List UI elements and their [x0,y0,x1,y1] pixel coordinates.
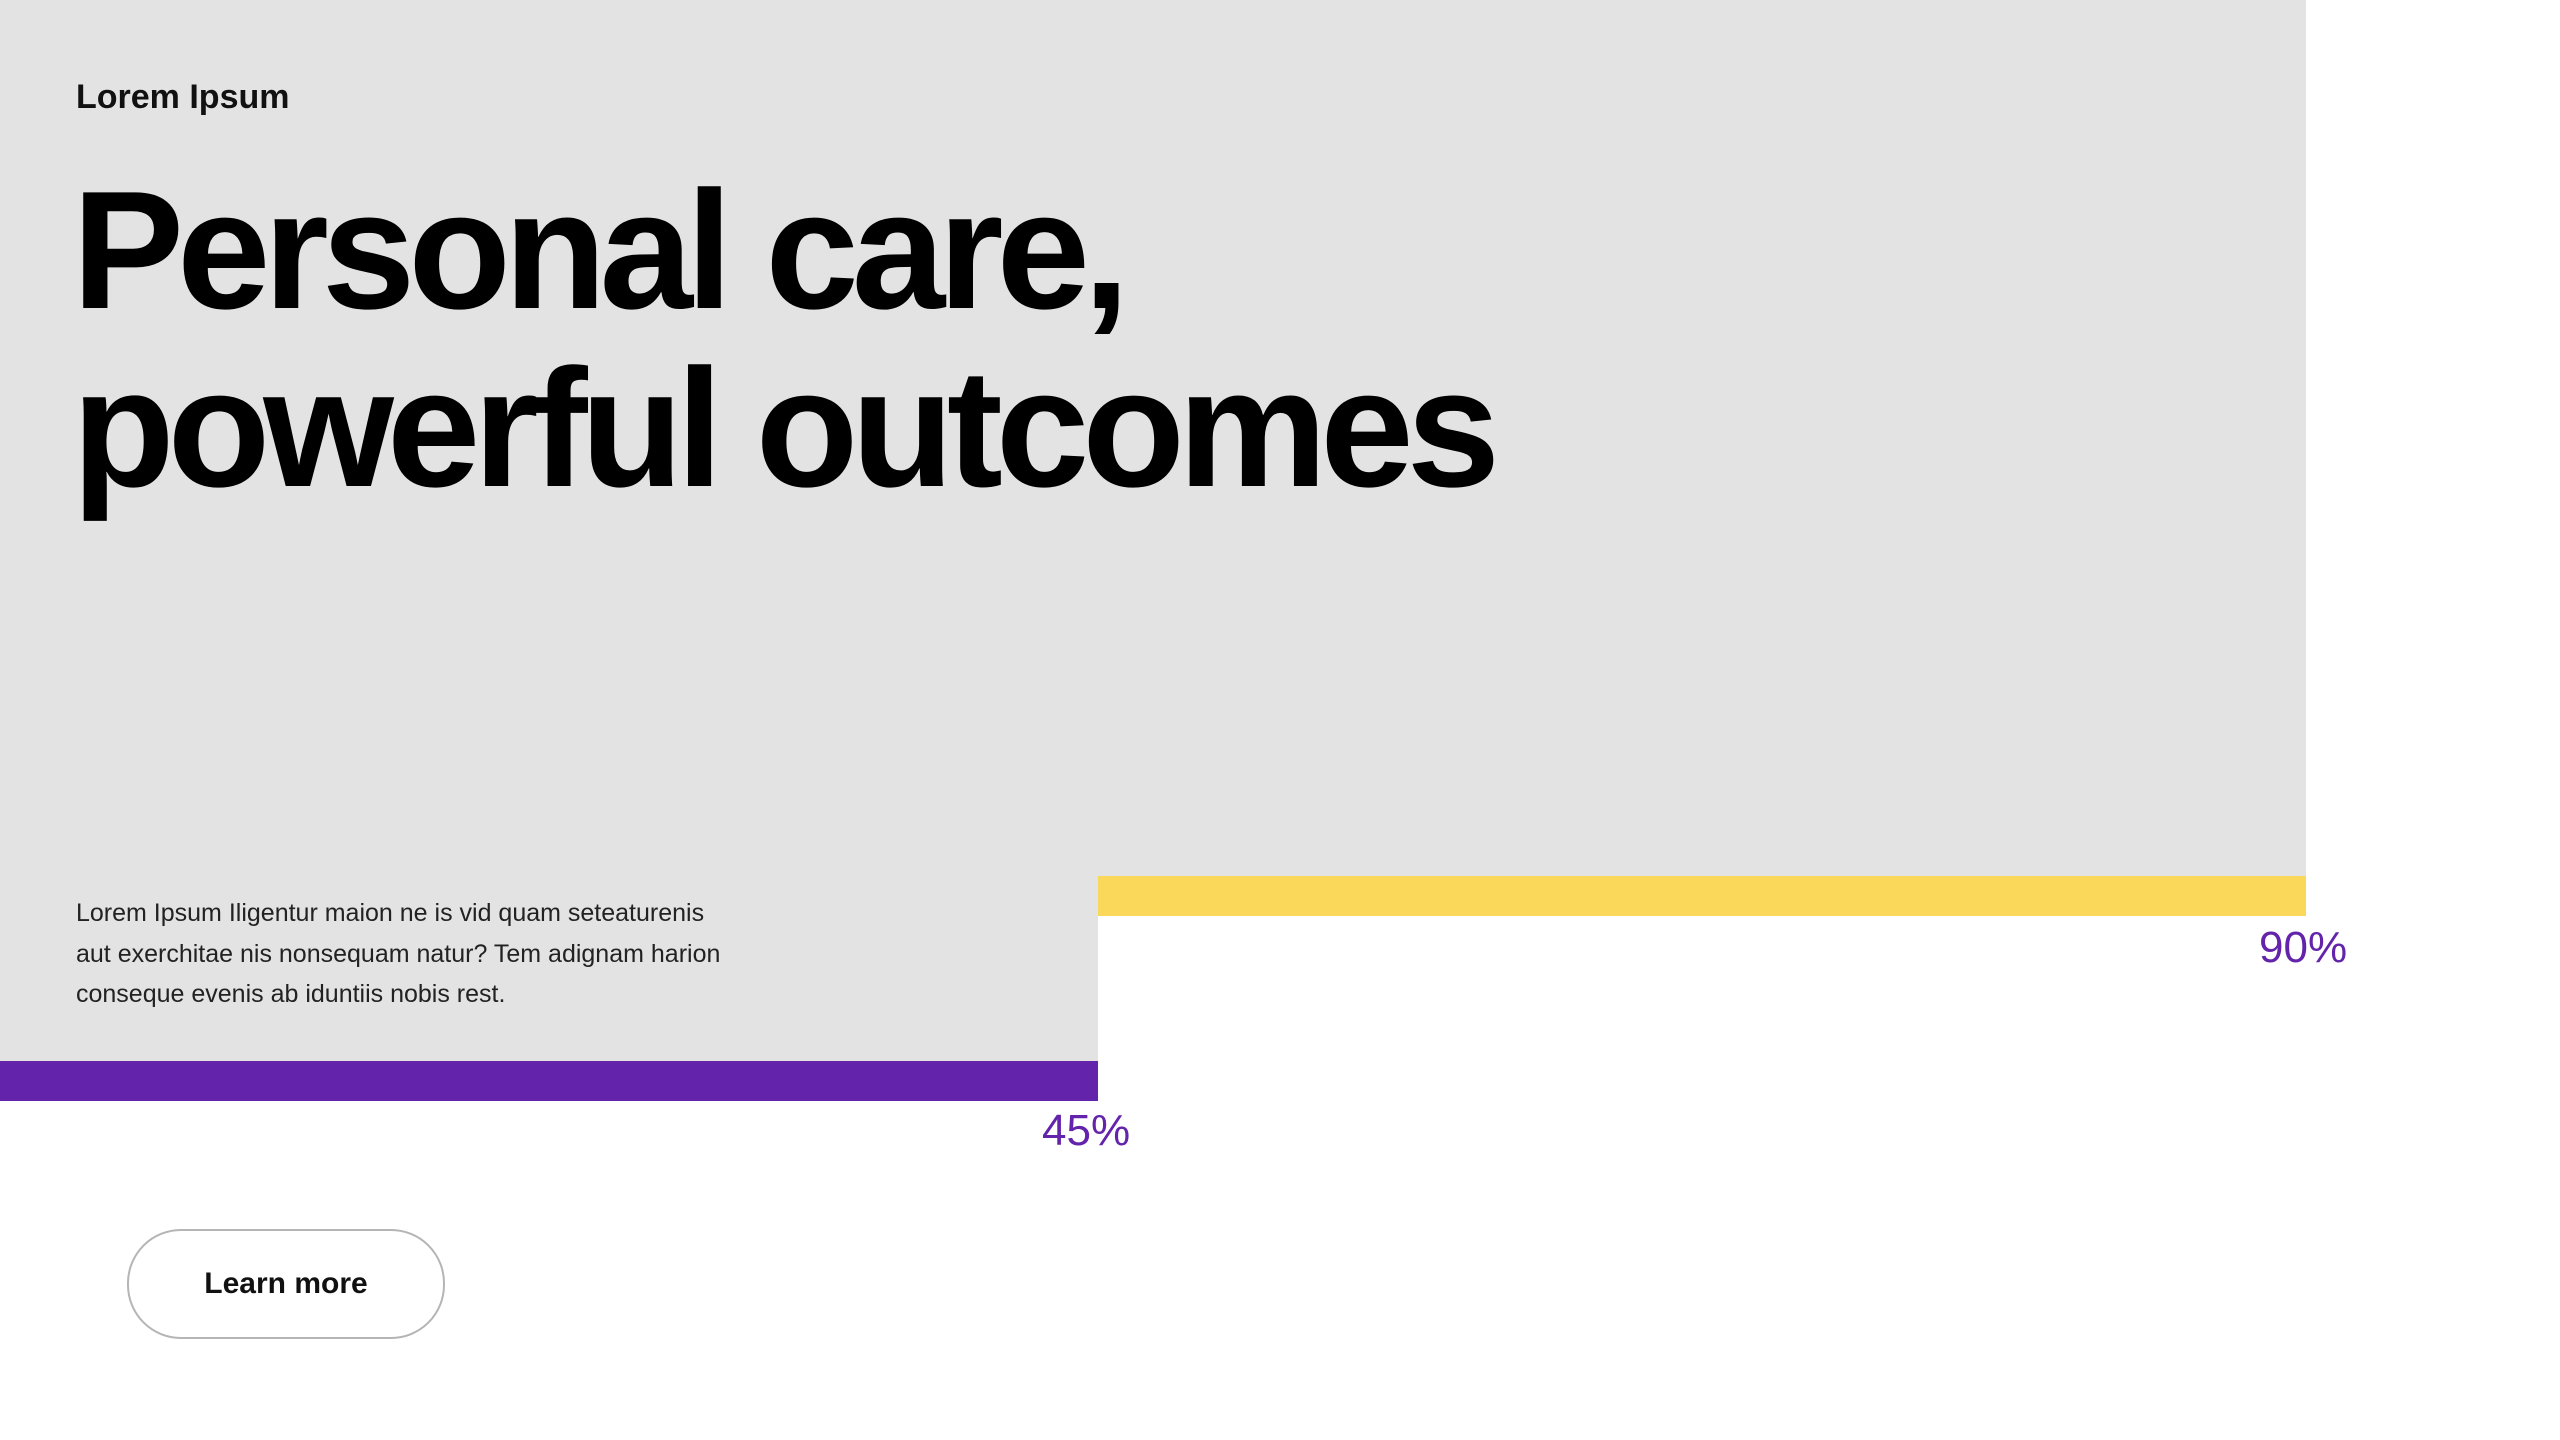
body-text: Lorem Ipsum Iligentur maion ne is vid qu… [76,899,705,927]
stat-label: 90% [2259,923,2348,972]
learn-more-button[interactable]: Learn more [127,1229,445,1339]
eyebrow: Lorem Ipsum [76,78,290,116]
yellow-bar [1098,876,2306,916]
purple-bar [0,1061,1098,1101]
stat-label: 45% [1042,1106,1131,1155]
headline: Personal care, [72,156,1130,344]
headline: powerful outcomes [72,334,1500,522]
body-text: aut exerchitae nis nonsequam natur? Tem … [76,940,721,968]
body-text: conseque evenis ab iduntiis nobis rest. [76,980,506,1008]
